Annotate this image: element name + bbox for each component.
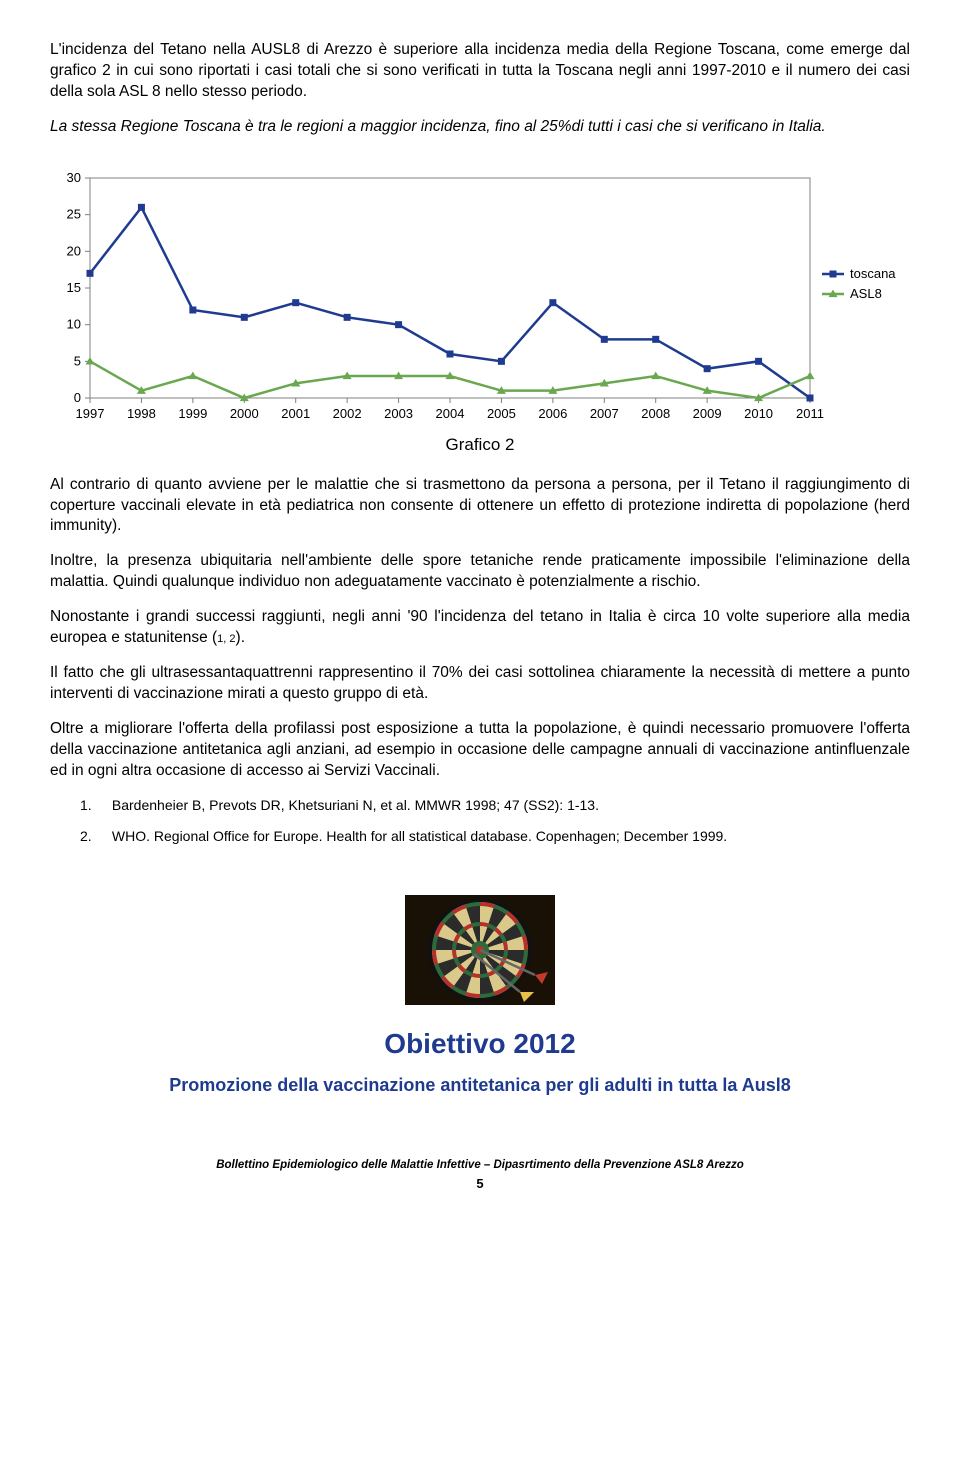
svg-text:2011: 2011 <box>796 406 824 421</box>
page-number: 5 <box>50 1175 910 1193</box>
svg-text:30: 30 <box>67 170 81 185</box>
body-paragraph-4: Inoltre, la presenza ubiquitaria nell'am… <box>50 551 910 593</box>
svg-text:2003: 2003 <box>384 406 413 421</box>
body-paragraph-5: Nonostante i grandi successi raggiunti, … <box>50 607 910 649</box>
svg-text:2008: 2008 <box>641 406 670 421</box>
svg-text:2001: 2001 <box>281 406 310 421</box>
reference-1-num: 1. <box>80 796 108 815</box>
intro-paragraph-2: La stessa Regione Toscana è tra le regio… <box>50 117 910 138</box>
svg-text:ASL8: ASL8 <box>850 286 882 301</box>
svg-text:10: 10 <box>67 316 81 331</box>
svg-text:2002: 2002 <box>333 406 362 421</box>
line-chart-svg: 0 5 10 15 20 25 30 1997 1998 1999 2000 2001 2002 2003… <box>50 168 910 428</box>
svg-text:1998: 1998 <box>127 406 156 421</box>
chart-caption: Grafico 2 <box>50 434 910 457</box>
svg-text:2010: 2010 <box>744 406 773 421</box>
dartboard-svg <box>405 895 555 1005</box>
svg-text:toscana: toscana <box>850 266 896 281</box>
objective-title: Obiettivo 2012 <box>50 1025 910 1063</box>
reference-2-num: 2. <box>80 827 108 846</box>
svg-text:5: 5 <box>74 353 81 368</box>
dartboard-image <box>405 895 555 1005</box>
svg-text:2004: 2004 <box>436 406 465 421</box>
svg-text:2009: 2009 <box>693 406 722 421</box>
objective-subtitle: Promozione della vaccinazione antitetani… <box>50 1073 910 1097</box>
reference-1-text: Bardenheier B, Prevots DR, Khetsuriani N… <box>112 797 599 813</box>
svg-text:15: 15 <box>67 280 81 295</box>
body-paragraph-3: Al contrario di quanto avviene per le ma… <box>50 475 910 538</box>
reference-2: 2. WHO. Regional Office for Europe. Heal… <box>80 827 910 846</box>
reference-1: 1. Bardenheier B, Prevots DR, Khetsurian… <box>80 796 910 815</box>
p5-refs-inline: 1, 2 <box>217 633 235 645</box>
body-paragraph-6: Il fatto che gli ultrasessantaquattrenni… <box>50 663 910 705</box>
svg-text:20: 20 <box>67 243 81 258</box>
svg-text:1997: 1997 <box>76 406 105 421</box>
svg-text:2000: 2000 <box>230 406 259 421</box>
svg-text:2005: 2005 <box>487 406 516 421</box>
svg-text:2007: 2007 <box>590 406 619 421</box>
svg-text:0: 0 <box>74 390 81 405</box>
p5-text-a: Nonostante i grandi successi raggiunti, … <box>50 608 910 646</box>
chart-grafico-2: 0 5 10 15 20 25 30 1997 1998 1999 2000 2001 2002 2003… <box>50 168 910 428</box>
footer-text: Bollettino Epidemiologico delle Malattie… <box>50 1158 910 1174</box>
svg-text:25: 25 <box>67 206 81 221</box>
intro-paragraph-1: L'incidenza del Tetano nella AUSL8 di Ar… <box>50 40 910 103</box>
svg-text:1999: 1999 <box>178 406 207 421</box>
svg-text:2006: 2006 <box>538 406 567 421</box>
p5-text-b: ). <box>236 629 245 646</box>
reference-2-text: WHO. Regional Office for Europe. Health … <box>112 828 727 844</box>
body-paragraph-7: Oltre a migliorare l'offerta della profi… <box>50 719 910 782</box>
